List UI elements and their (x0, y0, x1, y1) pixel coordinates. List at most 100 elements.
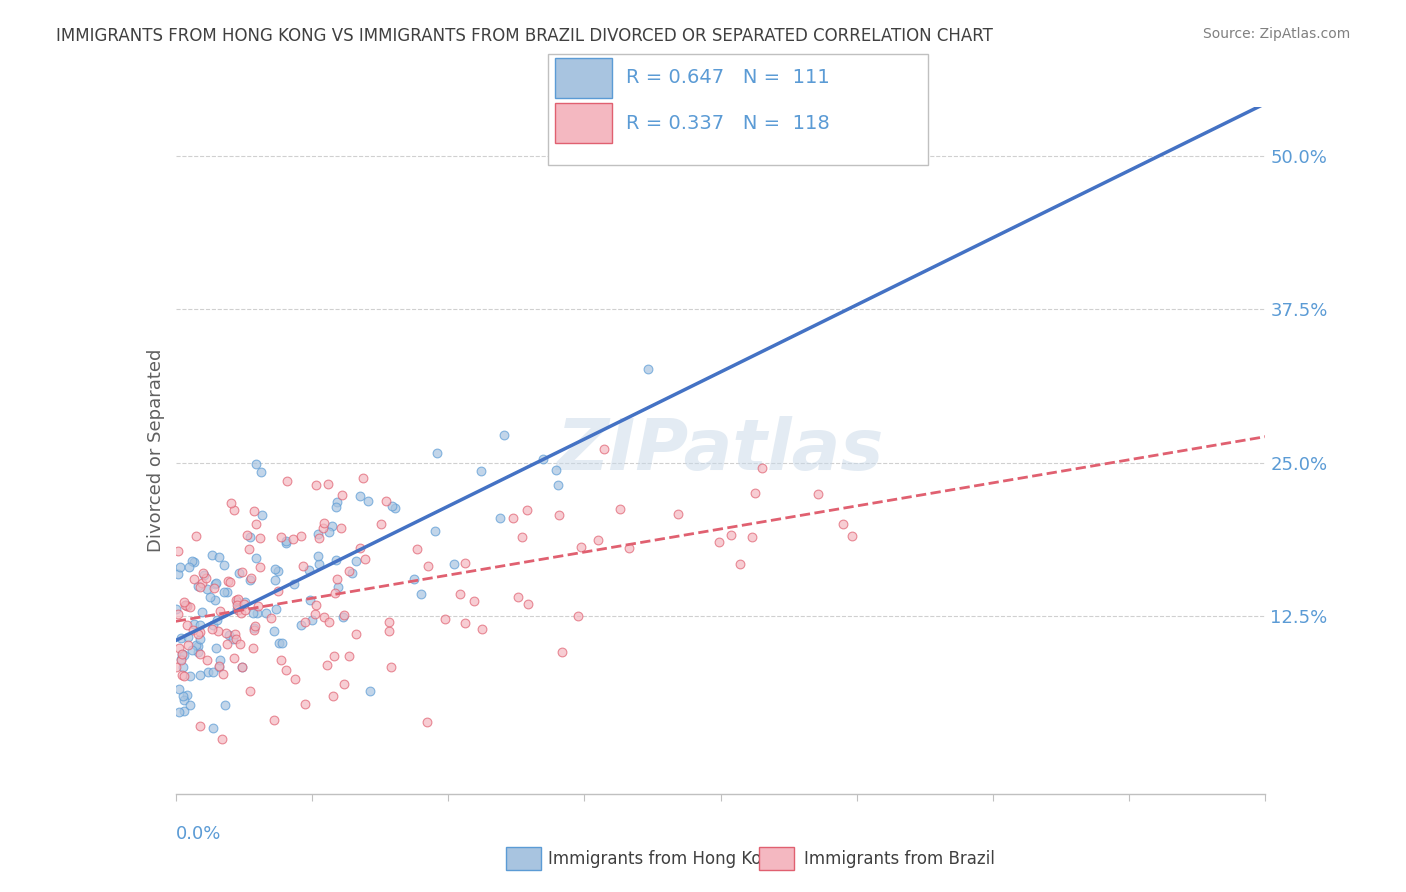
Point (239, 684, 262, 698)
Point (172, 647, 194, 661)
Point (402, 573, 425, 587)
Point (270, 652, 292, 666)
Point (637, 361, 659, 376)
Point (195, 582, 218, 596)
Point (294, 615, 316, 630)
Point (707, 534, 730, 549)
Point (229, 637, 252, 651)
Point (176, 617, 198, 632)
Point (188, 632, 211, 646)
Point (232, 597, 254, 611)
Point (212, 558, 235, 573)
Point (720, 528, 742, 542)
Point (235, 595, 257, 609)
Point (167, 681, 190, 696)
Point (276, 536, 298, 550)
Point (344, 554, 367, 568)
Point (318, 525, 340, 540)
Point (260, 611, 283, 625)
Point (384, 501, 406, 516)
Point (190, 576, 212, 591)
Point (250, 508, 273, 522)
Point (463, 594, 485, 608)
Point (176, 688, 198, 702)
Point (301, 613, 323, 627)
Point (434, 612, 457, 626)
Text: R = 0.337   N =  118: R = 0.337 N = 118 (626, 113, 830, 133)
Point (217, 574, 239, 588)
Point (173, 693, 195, 707)
Point (567, 609, 589, 624)
Point (245, 517, 267, 532)
Point (425, 524, 447, 539)
Point (167, 607, 190, 621)
Point (328, 580, 350, 594)
Point (188, 625, 211, 640)
Point (531, 452, 554, 467)
Point (547, 478, 569, 492)
Point (228, 591, 250, 606)
Point (304, 607, 326, 621)
Point (187, 579, 209, 593)
Point (546, 463, 568, 477)
Point (195, 653, 218, 667)
Point (184, 638, 207, 652)
Point (179, 698, 201, 713)
Point (222, 632, 245, 646)
Text: ZIPatlas: ZIPatlas (557, 416, 884, 485)
Point (170, 632, 193, 646)
Point (165, 602, 187, 616)
Point (312, 516, 335, 530)
Point (169, 560, 191, 574)
Point (245, 458, 267, 472)
Point (375, 493, 398, 508)
Y-axis label: Divorced or Separated: Divorced or Separated (146, 349, 165, 552)
Point (831, 516, 853, 531)
Point (443, 557, 465, 571)
Point (202, 721, 225, 735)
Point (492, 428, 515, 442)
Point (233, 603, 256, 617)
Point (173, 704, 195, 718)
Point (267, 584, 290, 599)
Point (267, 636, 290, 650)
Point (212, 585, 235, 599)
Point (207, 624, 229, 639)
Point (179, 669, 201, 683)
Point (207, 660, 229, 674)
Point (202, 618, 225, 632)
Point (339, 648, 361, 663)
Point (219, 575, 242, 590)
Point (242, 623, 264, 637)
Point (238, 541, 260, 556)
Point (243, 619, 266, 633)
Point (307, 549, 329, 563)
Point (183, 572, 205, 586)
Point (167, 641, 190, 656)
Point (187, 644, 209, 658)
Point (202, 665, 225, 679)
Point (292, 559, 315, 574)
Point (173, 648, 195, 662)
Point (225, 632, 247, 646)
Point (188, 668, 211, 682)
Point (728, 558, 751, 572)
Point (308, 557, 330, 571)
Point (246, 607, 269, 621)
Point (231, 659, 253, 673)
Point (242, 607, 264, 621)
Point (228, 566, 250, 580)
Point (167, 567, 190, 582)
Point (193, 567, 215, 582)
Point (177, 630, 200, 644)
Point (305, 478, 328, 492)
Point (381, 500, 404, 514)
Point (586, 533, 609, 547)
Point (349, 541, 371, 556)
Point (200, 623, 222, 637)
Point (208, 653, 231, 667)
Point (332, 610, 354, 624)
Point (380, 659, 402, 673)
Point (274, 663, 297, 677)
Point (416, 715, 439, 730)
